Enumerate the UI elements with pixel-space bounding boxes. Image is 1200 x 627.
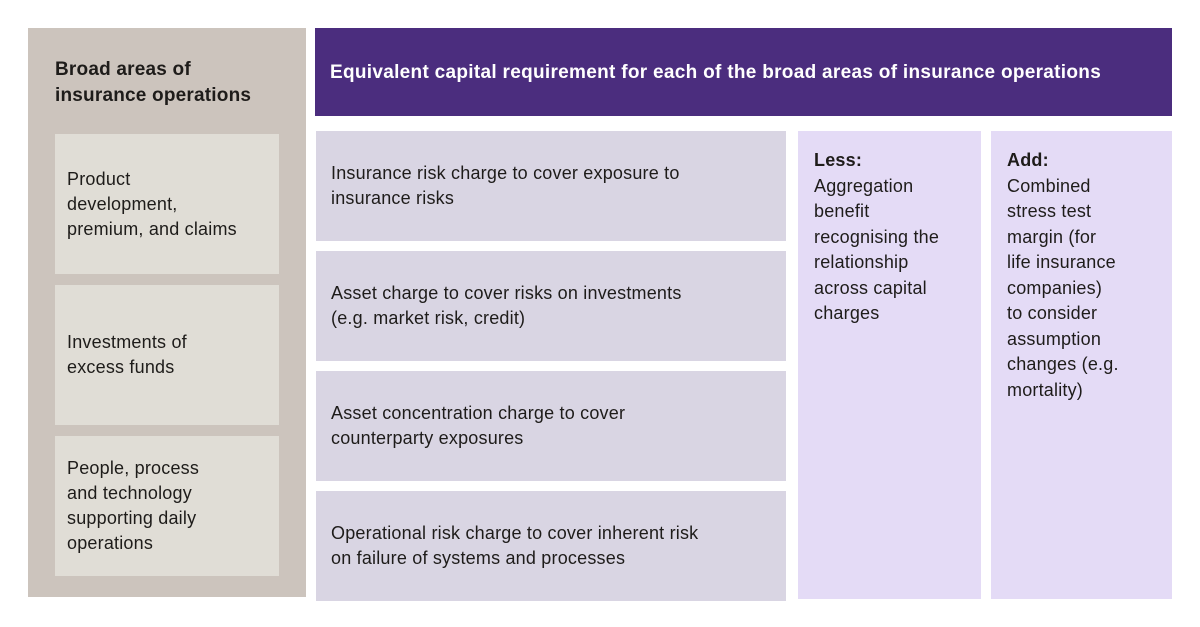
add-stress-test-panel: Add: Combined stress test margin (for li… bbox=[991, 131, 1172, 599]
area-box-label: Investments of excess funds bbox=[67, 332, 187, 377]
charge-box-operational-risk: Operational risk charge to cover inheren… bbox=[316, 491, 786, 601]
area-box-label: Product development, premium, and claims bbox=[67, 168, 237, 239]
broad-areas-sidebar: Broad areas of insurance operations Prod… bbox=[28, 28, 306, 597]
area-box-people-process-technology: People, process and technology supportin… bbox=[55, 436, 279, 576]
less-aggregation-panel: Less: Aggregation benefit recognising th… bbox=[798, 131, 981, 599]
charge-box-insurance-risk: Insurance risk charge to cover exposure … bbox=[316, 131, 786, 241]
add-label: Add: bbox=[1007, 150, 1049, 170]
charge-box-label: Operational risk charge to cover inheren… bbox=[331, 523, 699, 568]
charge-box-label: Insurance risk charge to cover exposure … bbox=[331, 163, 680, 208]
less-label: Less: bbox=[814, 150, 863, 170]
area-box-label: People, process and technology supportin… bbox=[67, 458, 200, 553]
add-text: Combined stress test margin (for life in… bbox=[1007, 175, 1119, 400]
banner-title: Equivalent capital requirement for each … bbox=[330, 61, 1102, 83]
capital-requirement-banner: Equivalent capital requirement for each … bbox=[315, 28, 1172, 116]
capital-charges-column: Insurance risk charge to cover exposure … bbox=[316, 131, 786, 611]
charge-box-asset: Asset charge to cover risks on investmen… bbox=[316, 251, 786, 361]
charge-box-label: Asset concentration charge to cover coun… bbox=[331, 403, 626, 448]
charge-box-label: Asset charge to cover risks on investmen… bbox=[331, 283, 682, 328]
sidebar-title: Broad areas of insurance operations bbox=[55, 59, 252, 106]
area-box-product-development: Product development, premium, and claims bbox=[55, 134, 279, 274]
charge-box-asset-concentration: Asset concentration charge to cover coun… bbox=[316, 371, 786, 481]
less-text: Aggregation benefit recognising the rela… bbox=[814, 175, 940, 324]
area-box-investments: Investments of excess funds bbox=[55, 285, 279, 425]
